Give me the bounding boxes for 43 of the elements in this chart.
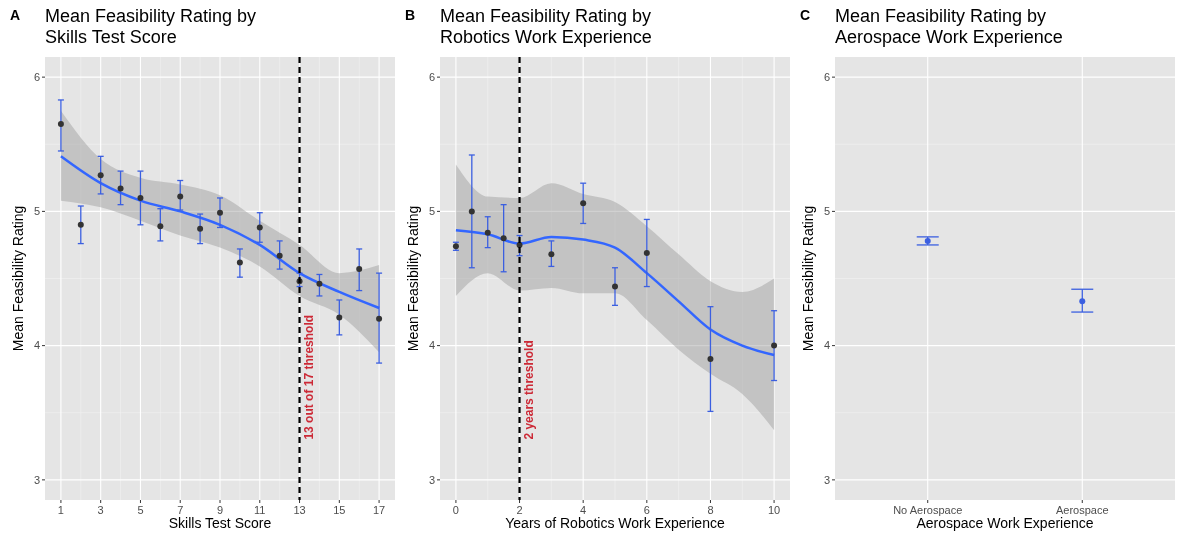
chart-title: Mean Feasibility Rating by Aerospace Work Experience bbox=[835, 6, 1063, 47]
x-tick-label: 1 bbox=[57, 504, 64, 516]
x-tick-label: 11 bbox=[254, 504, 266, 516]
x-tick-label: 6 bbox=[643, 504, 650, 516]
y-axis-title: Mean Feasibility Rating bbox=[405, 205, 421, 352]
x-tick-label: 0 bbox=[452, 504, 459, 516]
x-axis-title: Skills Test Score bbox=[168, 515, 272, 531]
text: A bbox=[10, 7, 21, 23]
chart-title: Mean Feasibility Rating by Skills Test Score bbox=[45, 6, 257, 47]
x-tick-label: 10 bbox=[767, 504, 781, 516]
x-axis-title: Aerospace Work Experience bbox=[916, 515, 1094, 531]
y-tick-label: 3 bbox=[428, 473, 435, 486]
y-tick-label: 5 bbox=[823, 205, 830, 218]
x-tick-label: 13 bbox=[293, 504, 306, 516]
x-tick-label: Aerospace bbox=[1055, 504, 1109, 516]
x-tick-label: 15 bbox=[333, 504, 346, 516]
y-axis-title: Mean Feasibility Rating bbox=[10, 205, 26, 352]
x-tick-label: No Aerospace bbox=[893, 504, 963, 516]
x-tick-label: 7 bbox=[177, 504, 184, 516]
x-axis-title: Years of Robotics Work Experience bbox=[505, 515, 725, 531]
y-tick-label: 4 bbox=[823, 339, 830, 352]
x-tick-label: 17 bbox=[372, 504, 386, 516]
y-tick-label: 3 bbox=[823, 473, 830, 486]
x-tick-label: 2 bbox=[516, 504, 523, 516]
text: C bbox=[800, 7, 811, 23]
y-axis-title: Mean Feasibility Rating bbox=[800, 205, 816, 352]
y-tick-label: 6 bbox=[823, 70, 830, 83]
y-tick-label: 4 bbox=[33, 339, 40, 352]
y-tick-label: 5 bbox=[33, 205, 40, 218]
x-tick-label: 8 bbox=[707, 504, 714, 516]
y-tick-label: 5 bbox=[428, 205, 435, 218]
text: B bbox=[405, 7, 416, 23]
y-tick-label: 4 bbox=[428, 339, 435, 352]
ref-line-label: 2 years threshold bbox=[521, 340, 536, 440]
x-tick-label: 4 bbox=[580, 504, 587, 516]
x-tick-label: 5 bbox=[137, 504, 144, 516]
y-tick-label: 6 bbox=[428, 70, 435, 83]
y-tick-label: 3 bbox=[33, 473, 40, 486]
y-tick-label: 6 bbox=[33, 70, 40, 83]
ref-line-label: 13 out of 17 threshold bbox=[301, 314, 316, 440]
x-tick-label: 9 bbox=[216, 504, 224, 516]
x-tick-label: 3 bbox=[97, 504, 104, 516]
chart-title: Mean Feasibility Rating by Robotics Work Experience bbox=[440, 6, 652, 47]
